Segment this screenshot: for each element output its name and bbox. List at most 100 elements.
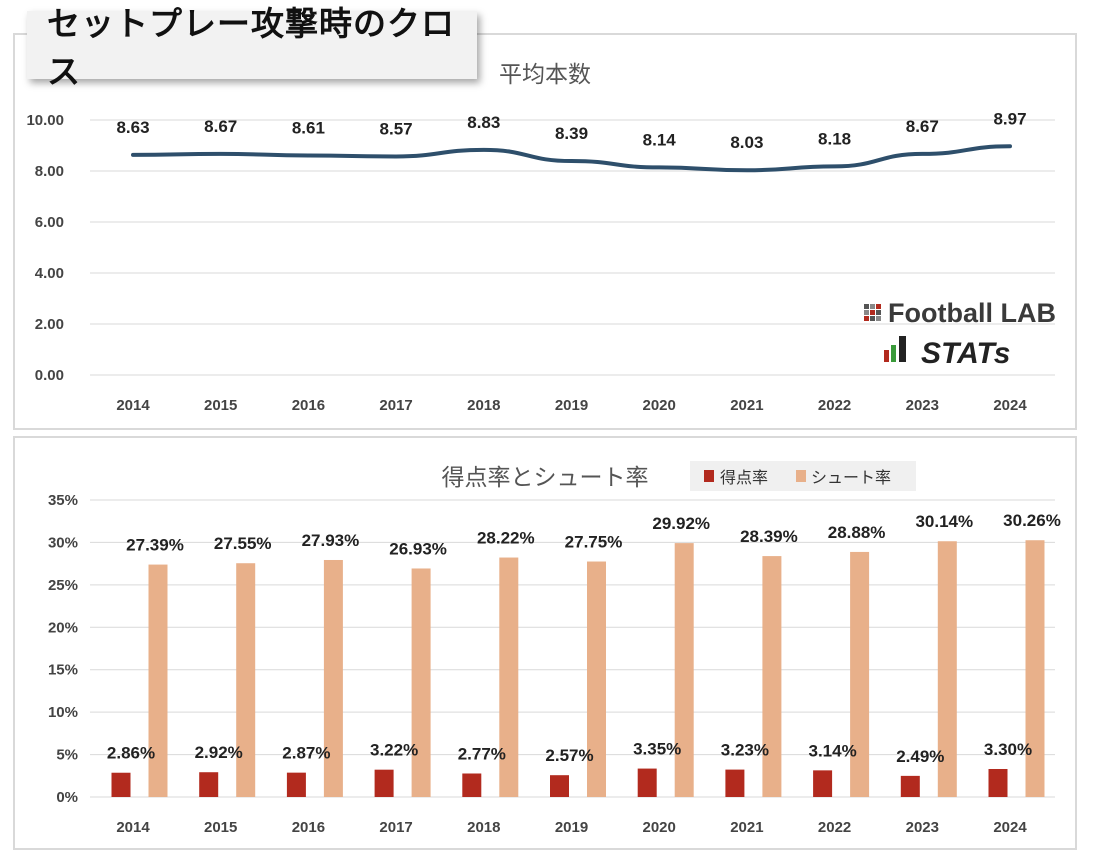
goal-rate-bar [111, 772, 131, 797]
football-lab-logo: Football LAB STATs [864, 298, 1056, 370]
bar-x-tick-label: 2017 [379, 819, 412, 836]
goal-rate-bar [374, 769, 394, 797]
shot-rate-bar [148, 564, 168, 797]
goal-rate-bar [462, 773, 482, 797]
bar-y-tick-label: 35% [48, 492, 78, 509]
shot-rate-label: 27.55% [214, 534, 272, 553]
goal-rate-label: 2.87% [282, 744, 330, 763]
shot-rate-bar [411, 568, 431, 797]
line-data-label: 8.67 [906, 117, 939, 136]
shot-rate-bar [1025, 540, 1045, 797]
line-x-tick-label: 2015 [204, 397, 237, 414]
grid-logo-icon [864, 304, 881, 321]
line-y-tick-label: 2.00 [35, 316, 64, 333]
line-data-label: 8.63 [116, 118, 149, 137]
line-x-tick-label: 2019 [555, 397, 588, 414]
line-chart-panel [13, 33, 1077, 430]
goal-rate-label: 3.30% [984, 740, 1032, 759]
goal-rate-label: 2.92% [195, 743, 243, 762]
line-data-label: 8.61 [292, 118, 325, 137]
bar-chart-title: 得点率とシュート率 [442, 465, 649, 491]
line-data-label: 8.18 [818, 129, 851, 148]
line-data-label: 8.03 [730, 133, 763, 152]
shot-rate-bar [236, 563, 256, 797]
legend-label-goal-rate: 得点率 [720, 468, 768, 487]
shot-rate-label: 28.22% [477, 529, 535, 548]
shot-rate-bar [762, 556, 782, 797]
bar-x-tick-label: 2021 [730, 819, 763, 836]
shot-rate-label: 26.93% [389, 539, 447, 558]
line-chart-title: 平均本数 [499, 62, 591, 88]
goal-rate-bar [900, 775, 920, 797]
line-x-tick-label: 2014 [116, 397, 150, 414]
shot-rate-bar [674, 543, 694, 797]
line-data-label: 8.39 [555, 124, 588, 143]
line-y-tick-label: 6.00 [35, 214, 64, 231]
shot-rate-bar [499, 557, 519, 797]
line-y-tick-label: 4.00 [35, 265, 64, 282]
line-chart-y-axis: 0.00 2.00 4.00 6.00 8.00 10.00 [26, 112, 64, 384]
line-x-tick-label: 2016 [292, 397, 325, 414]
bar-chart-panel [13, 436, 1077, 850]
shot-rate-label: 30.26% [1003, 511, 1061, 530]
bar-y-tick-label: 5% [56, 747, 78, 764]
bar-chart-bars [111, 540, 1045, 797]
line-data-label: 8.83 [467, 113, 500, 132]
bar-y-tick-label: 15% [48, 662, 78, 679]
goal-rate-bar [813, 770, 833, 797]
bar-chart-x-axis: 2014 2015 2016 2017 2018 2019 2020 2021 2022 2023… [116, 819, 1027, 836]
shot-rate-label: 27.93% [302, 531, 360, 550]
line-x-tick-label: 2020 [643, 397, 676, 414]
line-x-tick-label: 2021 [730, 397, 763, 414]
bar-x-tick-label: 2018 [467, 819, 500, 836]
line-x-tick-label: 2018 [467, 397, 500, 414]
legend-swatch-goal-rate [704, 470, 714, 482]
bar-x-tick-label: 2023 [906, 819, 939, 836]
bar-x-tick-label: 2019 [555, 819, 588, 836]
goal-rate-bar [550, 775, 569, 797]
goal-rate-label: 3.23% [721, 741, 769, 760]
legend-label-shot-rate: シュート率 [811, 468, 891, 487]
bar-x-tick-label: 2024 [993, 819, 1027, 836]
bar-chart-data-labels: 2.86% 2.92% 2.87% 3.22% 2.77% 2.57% 3.35% 3.23%… [107, 511, 1061, 766]
bar-y-tick-label: 30% [48, 534, 78, 551]
goal-rate-label: 2.49% [896, 747, 944, 766]
goal-rate-bar [988, 768, 1008, 797]
bar-x-tick-label: 2014 [116, 819, 150, 836]
bar-x-tick-label: 2020 [643, 819, 676, 836]
legend-swatch-shot-rate [796, 470, 806, 482]
line-chart-series [131, 144, 1012, 173]
line-chart-grid [90, 119, 1055, 376]
logo-brand-text: Football LAB [888, 298, 1056, 328]
line-data-label: 8.14 [643, 130, 677, 149]
line-y-tick-label: 0.00 [35, 367, 64, 384]
bar-y-tick-label: 25% [48, 577, 78, 594]
line-data-label: 8.67 [204, 117, 237, 136]
line-x-tick-label: 2017 [379, 397, 412, 414]
line-x-tick-label: 2023 [906, 397, 939, 414]
shot-rate-bar [587, 561, 606, 797]
bar-y-tick-label: 10% [48, 704, 78, 721]
goal-rate-bar [286, 772, 306, 797]
shot-rate-label: 28.88% [828, 523, 886, 542]
bar-chart-legend: 得点率 シュート率 [690, 461, 916, 491]
bar-chart-y-axis: 0% 5% 10% 15% 20% 25% 30% 35% [48, 492, 78, 806]
goal-rate-label: 2.77% [458, 744, 506, 763]
shot-rate-label: 29.92% [652, 514, 710, 533]
line-chart-x-axis: 2014 2015 2016 2017 2018 2019 2020 2021 2022 2023… [116, 397, 1027, 414]
shot-rate-label: 27.39% [126, 536, 184, 555]
shot-rate-bar [937, 541, 957, 797]
line-y-tick-label: 10.00 [26, 112, 64, 129]
shot-rate-bar [323, 559, 343, 797]
bar-x-tick-label: 2022 [818, 819, 851, 836]
goal-rate-label: 2.86% [107, 744, 155, 763]
line-chart-data-labels: 8.63 8.67 8.61 8.57 8.83 8.39 8.14 8.03 8.18 8.67… [116, 109, 1026, 152]
line-y-tick-label: 8.00 [35, 163, 64, 180]
page-title: セットプレー攻撃時のクロス [27, 4, 477, 91]
line-data-label: 8.97 [993, 109, 1026, 128]
goal-rate-label: 3.35% [633, 740, 681, 759]
goal-rate-label: 3.14% [808, 741, 856, 760]
shot-rate-label: 28.39% [740, 527, 798, 546]
line-data-label: 8.57 [380, 119, 413, 138]
